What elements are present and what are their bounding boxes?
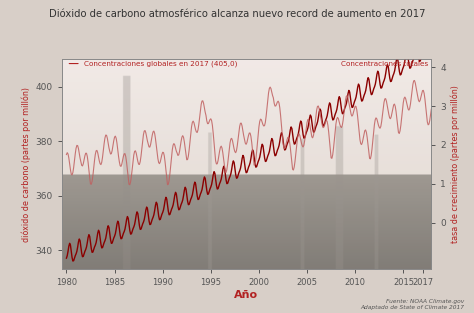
Y-axis label: dióxido de carbono (partes por millón): dióxido de carbono (partes por millón) bbox=[22, 87, 31, 242]
Text: Fuente: NOAA Climate.gov
Adaptado de State of Climate 2017: Fuente: NOAA Climate.gov Adaptado de Sta… bbox=[361, 299, 465, 310]
Y-axis label: tasa de crecimiento (partes por millón): tasa de crecimiento (partes por millón) bbox=[450, 85, 460, 243]
Text: Concentraciones globales en 2017 (405,0): Concentraciones globales en 2017 (405,0) bbox=[84, 60, 237, 67]
Text: Concentraciones totales: Concentraciones totales bbox=[341, 60, 428, 67]
Text: Dióxido de carbono atmosférico alcanza nuevo record de aumento en 2017: Dióxido de carbono atmosférico alcanza n… bbox=[49, 9, 425, 19]
X-axis label: Año: Año bbox=[235, 290, 258, 300]
